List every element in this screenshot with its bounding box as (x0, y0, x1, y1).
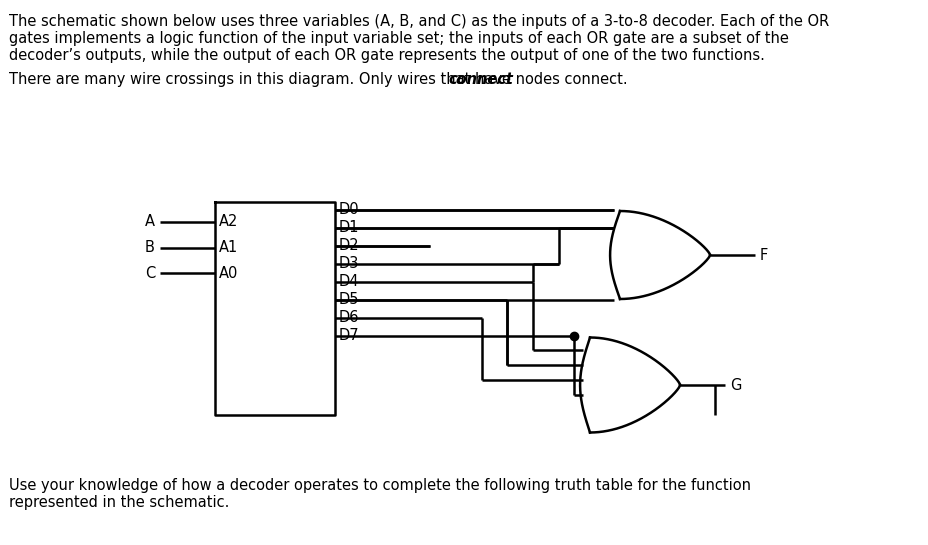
Text: C: C (145, 265, 155, 281)
Text: A1: A1 (219, 240, 238, 256)
Text: D2: D2 (339, 239, 359, 253)
Text: A2: A2 (219, 215, 238, 229)
Text: D4: D4 (339, 275, 359, 289)
Text: connect: connect (447, 72, 512, 87)
Text: There are many wire crossings in this diagram. Only wires that have nodes connec: There are many wire crossings in this di… (9, 72, 627, 87)
Text: represented in the schematic.: represented in the schematic. (9, 495, 229, 510)
Text: B: B (145, 240, 155, 256)
Text: gates implements a logic function of the input variable set; the inputs of each : gates implements a logic function of the… (9, 31, 788, 46)
Text: D0: D0 (339, 203, 359, 217)
Text: D3: D3 (339, 257, 359, 271)
Text: D1: D1 (339, 221, 359, 235)
Text: D7: D7 (339, 329, 359, 343)
Text: The schematic shown below uses three variables (A, B, and C) as the inputs of a : The schematic shown below uses three var… (9, 14, 829, 29)
Text: Use your knowledge of how a decoder operates to complete the following truth tab: Use your knowledge of how a decoder oper… (9, 478, 750, 493)
Text: G: G (729, 378, 741, 392)
Text: D6: D6 (339, 311, 359, 325)
Text: A0: A0 (219, 265, 238, 281)
Text: A: A (145, 215, 155, 229)
Text: F: F (759, 247, 767, 263)
Text: D5: D5 (339, 293, 359, 307)
Text: decoder’s outputs, while the output of each OR gate represents the output of one: decoder’s outputs, while the output of e… (9, 48, 764, 63)
